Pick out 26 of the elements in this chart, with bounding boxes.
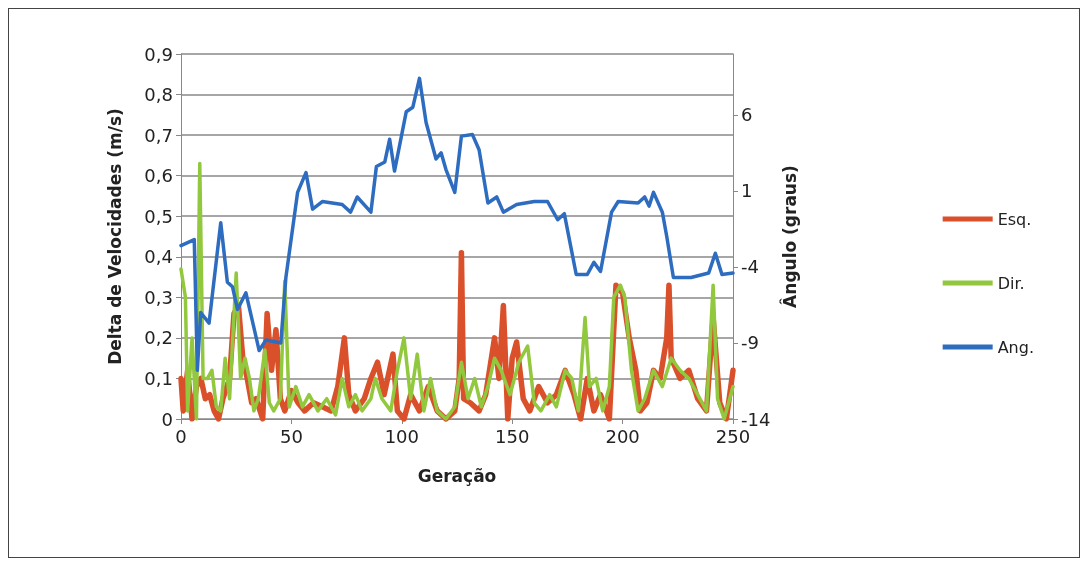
y2-tick-label: -9 (741, 332, 759, 354)
legend-label: Esq. (997, 209, 1032, 229)
y2-tick-label: -4 (741, 256, 759, 278)
y-tick-label: 0,3 (144, 286, 173, 308)
y-axis-title: Delta de Velocidades (m/s) (104, 108, 125, 365)
y-tick-label: 0,1 (144, 367, 173, 389)
y-tick-label: 0,2 (144, 327, 173, 349)
y2-tick-label: 1 (741, 180, 753, 202)
y2-axis-title: Ângulo (graus) (778, 165, 800, 308)
y-tick-label: 0,7 (144, 124, 173, 146)
y-tick-label: 0,8 (144, 84, 173, 106)
x-tick-label: 100 (384, 425, 419, 447)
x-tick-label: 200 (605, 425, 640, 447)
x-tick-label: 50 (279, 425, 303, 447)
y-tick-label: 0,6 (144, 165, 173, 187)
y-tick-label: 0,5 (144, 205, 173, 227)
line-series (179, 76, 735, 373)
x-axis-title: Geração (417, 465, 497, 486)
y-tick-label: 0,4 (144, 246, 173, 268)
legend-label: Ang. (997, 337, 1034, 357)
y-tick-label: 0 (161, 408, 173, 430)
legend-label: Dir. (997, 273, 1025, 293)
y-tick-label: 0,9 (144, 43, 173, 65)
x-tick-label: 150 (495, 425, 530, 447)
x-tick-label: 0 (175, 425, 187, 447)
y2-tick-label: 6 (741, 104, 753, 126)
